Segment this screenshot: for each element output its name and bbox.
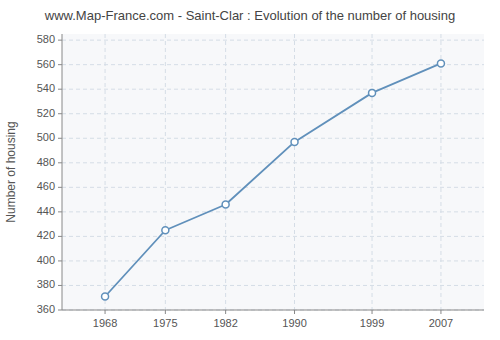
grid-line-y — [62, 40, 484, 41]
tick-y — [58, 113, 62, 114]
tick-label-x: 1999 — [360, 317, 384, 329]
series — [102, 60, 445, 300]
tick-y — [58, 162, 62, 163]
tick-label-y: 500 — [37, 131, 55, 143]
tick-x — [225, 310, 226, 314]
grid-line-y — [62, 260, 484, 261]
tick-y — [58, 285, 62, 286]
tick-x — [372, 310, 373, 314]
chart-container: 360 380 400 420 440 460 480 500 520 540 560 580 1968… — [0, 0, 500, 340]
tick-x — [165, 310, 166, 314]
plot-background — [62, 34, 484, 310]
tick-x — [440, 310, 441, 314]
grid-line-x — [372, 34, 373, 310]
tick-label-y: 540 — [37, 82, 55, 94]
point — [162, 227, 169, 234]
tick-label-x: 1975 — [153, 317, 177, 329]
tick-label-y: 480 — [37, 156, 55, 168]
point — [291, 138, 298, 145]
tick-label-y: 380 — [37, 278, 55, 290]
axes: 360 380 400 420 440 460 480 500 520 540 560 580 1968… — [37, 33, 484, 329]
tick-y — [58, 40, 62, 41]
tick-label-y: 520 — [37, 107, 55, 119]
grid-line-y — [62, 236, 484, 237]
grid-line-y — [62, 310, 484, 311]
grid-line-y — [62, 64, 484, 65]
y-axis-label: Number of housing — [4, 121, 18, 222]
tick-label-y: 440 — [37, 205, 55, 217]
tick-label-y: 400 — [37, 254, 55, 266]
title: www.Map-France.com - Saint-Clar : Evolut… — [44, 8, 455, 23]
grid-line-x — [294, 34, 295, 310]
tick-label-x: 1968 — [93, 317, 117, 329]
tick-y — [58, 236, 62, 237]
tick-y — [58, 64, 62, 65]
tick-y — [58, 211, 62, 212]
tick-x — [105, 310, 106, 314]
grid-line-y — [62, 89, 484, 90]
point — [369, 89, 376, 96]
tick-x — [294, 310, 295, 314]
line — [105, 63, 441, 296]
tick-y — [58, 260, 62, 261]
point — [222, 201, 229, 208]
tick-label-y: 360 — [37, 303, 55, 315]
grid-line-x — [440, 34, 441, 310]
axis-line-x — [62, 310, 484, 311]
point — [102, 293, 109, 300]
point — [437, 60, 444, 67]
tick-y — [58, 89, 62, 90]
tick-label-y: 460 — [37, 180, 55, 192]
grid-line-y — [62, 187, 484, 188]
tick-label-y: 420 — [37, 229, 55, 241]
tick-y — [58, 138, 62, 139]
grid-line-x — [105, 34, 106, 310]
grid-line-y — [62, 138, 484, 139]
chart: 360 380 400 420 440 460 480 500 520 540 560 580 1968… — [0, 0, 500, 340]
grid-line-x — [225, 34, 226, 310]
tick-y — [58, 187, 62, 188]
tick-label-x: 2007 — [429, 317, 453, 329]
tick-y — [58, 310, 62, 311]
grid — [62, 34, 484, 310]
tick-label-x: 1990 — [282, 317, 306, 329]
tick-label-y: 560 — [37, 58, 55, 70]
grid-line-y — [62, 285, 484, 286]
grid-line-y — [62, 113, 484, 114]
tick-label-x: 1982 — [213, 317, 237, 329]
grid-line-y — [62, 211, 484, 212]
tick-label-y: 580 — [37, 33, 55, 45]
grid-line-x — [165, 34, 166, 310]
axis-line-y — [62, 34, 63, 310]
